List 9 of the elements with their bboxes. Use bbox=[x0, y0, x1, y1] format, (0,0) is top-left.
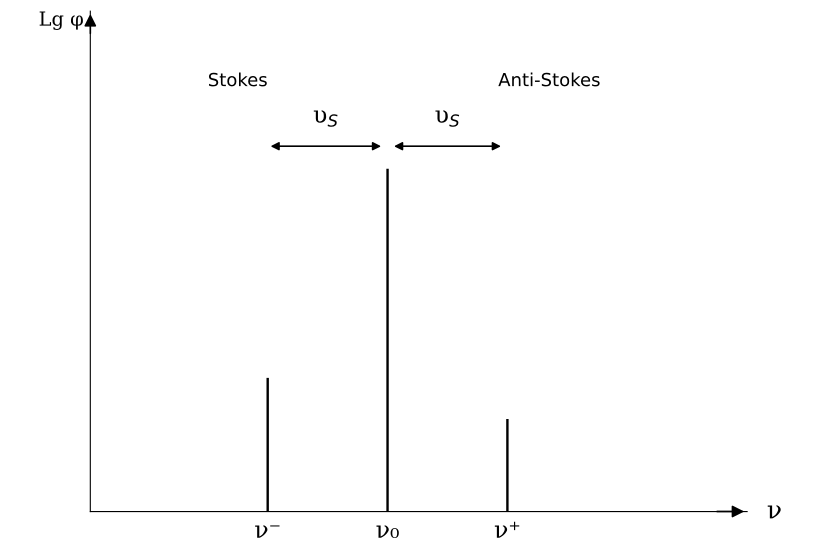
text: Anti-Stokes bbox=[498, 72, 600, 86]
text: Lg φ bbox=[40, 11, 83, 30]
text: υ$_{S}$ bbox=[435, 110, 460, 127]
x-tick-label: ν₀ bbox=[376, 526, 399, 538]
x-tick-label: ν⁺ bbox=[494, 522, 520, 538]
text: Stokes bbox=[208, 72, 267, 86]
text: υ$_{S}$ bbox=[314, 110, 338, 127]
text: ν bbox=[768, 505, 781, 518]
x-tick-label: ν⁻ bbox=[255, 525, 280, 538]
